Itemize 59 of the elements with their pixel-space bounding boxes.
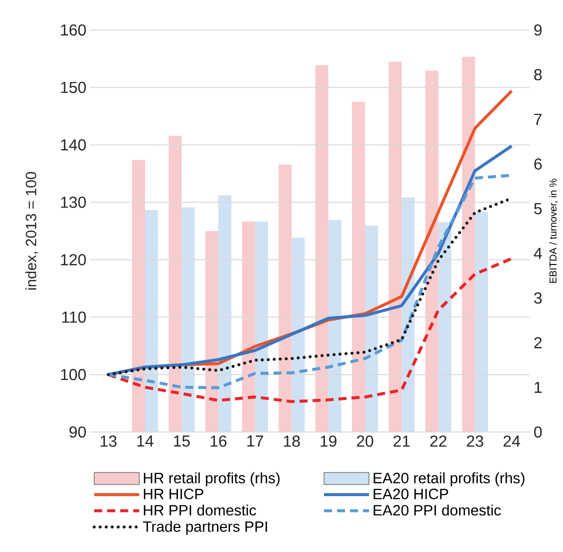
y2-tick-label: 5 [534,203,542,214]
y2-tick-label: 0 [534,426,542,438]
legend-label: EA20 retail profits (rhs) [374,472,524,486]
bar [255,222,268,432]
bar [365,226,378,432]
y2-tick-label: 1 [534,382,542,393]
y2-axis-title: EBITDA / turnover, in % [549,178,558,283]
x-tick-label: 14 [137,436,154,446]
bar [328,220,342,432]
y2-tick-label: 7 [534,114,542,125]
x-tick-label: 17 [247,436,264,446]
y-tick-label: 160 [61,24,86,36]
y2-tick-label: 6 [534,158,542,170]
x-tick-label: 19 [320,436,336,447]
bar [132,160,146,432]
bar [205,231,218,432]
y-axis-title: index, 2013 = 100 [25,172,38,290]
y2-tick-label: 2 [534,337,542,348]
x-tick-label: 23 [466,436,484,447]
x-tick-label: 16 [210,436,226,447]
legend-label: EA20 PPI domestic [374,504,501,516]
x-tick-label: 15 [174,436,190,447]
y-tick-label: 130 [61,196,86,208]
legend-label: HR PPI domestic [144,504,256,516]
bar [168,136,182,432]
bar [438,222,452,432]
bar [242,222,256,432]
x-tick-label: 13 [100,436,116,447]
bar [388,62,402,432]
x-tick-label: 22 [430,436,446,447]
x-tick-label: 20 [356,436,374,447]
bar [425,70,438,432]
bar [218,195,232,432]
bar [145,210,158,432]
y-tick-label: 110 [62,312,86,323]
bar [352,102,366,432]
bar [182,207,195,432]
line-series [106,257,514,404]
x-tick-label: 18 [284,436,300,447]
bar [278,164,292,432]
y-tick-label: 90 [70,426,86,438]
x-tick-label: 21 [394,436,410,447]
y2-tick-label: 3 [534,292,542,304]
legend-label: Trade partners PPI [143,520,267,535]
y2-tick-label: 8 [534,69,542,80]
y-tick-label: 120 [61,254,86,266]
bar [292,238,305,432]
legend-label: HR HICP [144,488,204,500]
y2-tick-label: 4 [534,248,542,259]
y-tick-label: 140 [61,139,86,150]
x-tick-label: 24 [504,436,520,447]
y-tick-label: 150 [61,82,86,94]
bar [475,212,488,432]
bar [462,56,476,432]
legend-label: HR retail profits (rhs) [144,472,280,486]
bar [315,65,328,432]
y2-tick-label: 9 [534,24,542,36]
y-tick-label: 100 [61,368,86,380]
legend-label: EA20 HICP [374,488,448,500]
